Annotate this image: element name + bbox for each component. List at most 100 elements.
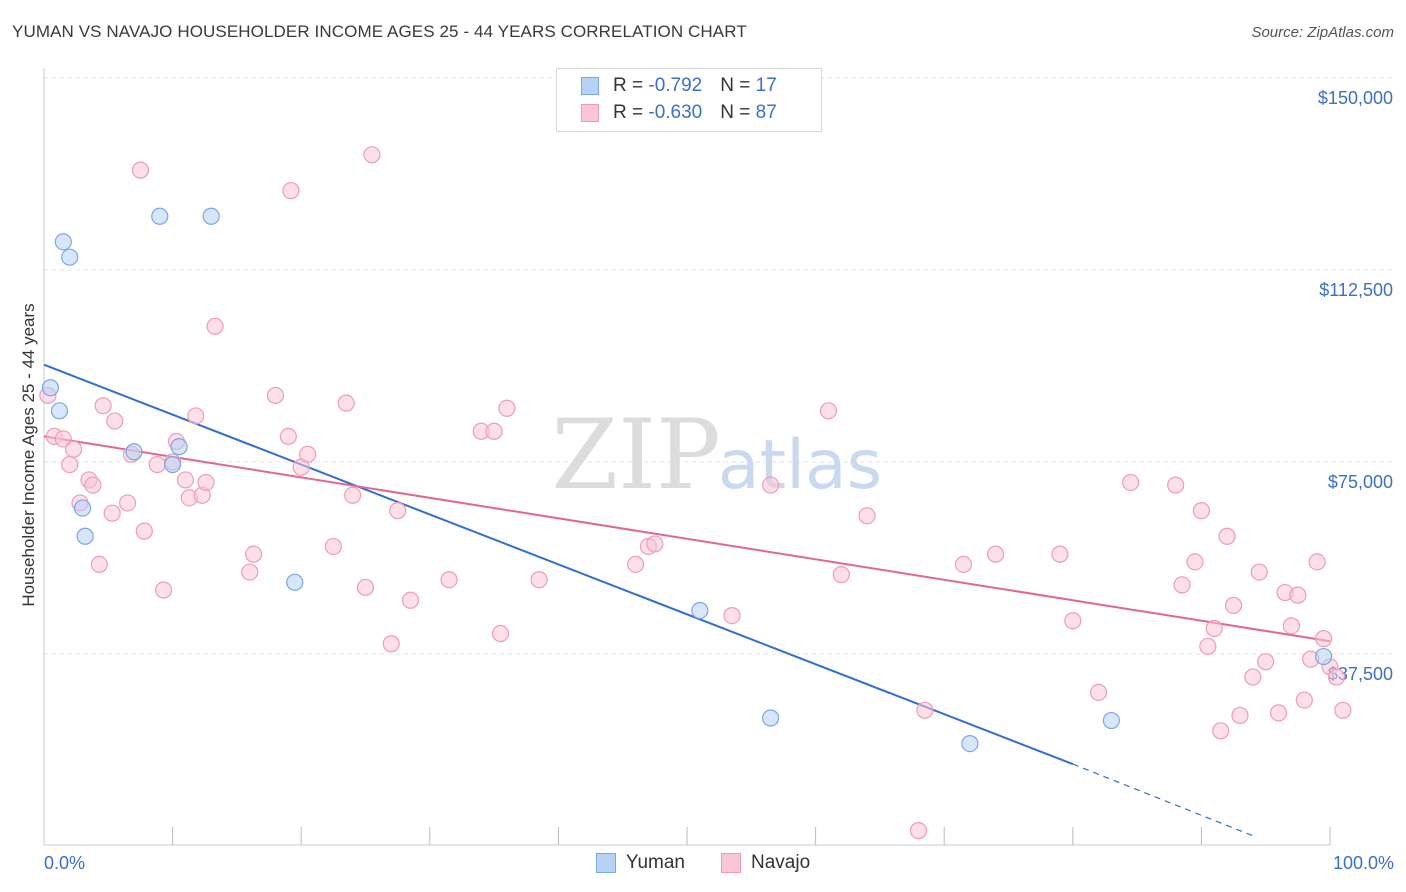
point-navajo [1186, 553, 1204, 571]
x-tick-label-min: 0.0% [44, 853, 85, 873]
point-yuman [286, 573, 304, 591]
point-navajo [626, 555, 645, 574]
legend-key-navajo [721, 853, 741, 873]
point-yuman [73, 499, 92, 517]
point-navajo [1289, 586, 1307, 604]
point-yuman [76, 527, 94, 545]
legend-row-yuman: R = -0.792 N = 17 [581, 74, 777, 98]
point-navajo [954, 555, 973, 574]
legend-key-yuman [595, 853, 616, 873]
point-navajo [94, 397, 112, 415]
point-yuman [50, 402, 69, 420]
point-navajo [1218, 527, 1236, 545]
data-points [39, 146, 1352, 840]
point-navajo [299, 445, 317, 463]
point-navajo [485, 422, 503, 440]
legend-item-yuman[interactable]: Yuman [595, 852, 685, 874]
point-navajo [1212, 722, 1230, 740]
point-navajo [1314, 630, 1333, 648]
point-navajo [1250, 563, 1268, 581]
point-navajo [54, 430, 72, 448]
y-tick-label: $75,000 [1328, 472, 1393, 492]
point-navajo [1295, 691, 1313, 709]
point-yuman [961, 734, 979, 753]
point-navajo [440, 571, 458, 589]
point-navajo [1327, 668, 1346, 686]
legend-n-navajo: 87 [755, 102, 777, 123]
point-navajo [1257, 653, 1275, 671]
point-navajo [530, 571, 548, 589]
point-navajo [1173, 576, 1191, 594]
point-navajo [148, 455, 166, 474]
correlation-legend: R = -0.792 N = 17 R = -0.630 N = 87 [556, 68, 822, 132]
trend-line-yuman [43, 363, 1074, 766]
point-navajo [1282, 617, 1301, 635]
point-navajo [1224, 596, 1243, 614]
point-navajo [103, 504, 121, 522]
point-yuman [125, 443, 143, 461]
point-yuman [41, 379, 60, 397]
point-navajo [84, 476, 102, 494]
legend-row-navajo: R = -0.630 N = 87 [581, 101, 777, 125]
watermark: ZIP atlas [551, 399, 882, 511]
point-navajo [356, 578, 375, 597]
point-navajo [1051, 545, 1069, 563]
point-navajo [382, 635, 400, 653]
point-navajo [1231, 706, 1249, 725]
point-yuman [1102, 711, 1120, 730]
point-navajo [324, 537, 342, 556]
point-navajo [197, 473, 215, 492]
point-navajo [1269, 704, 1288, 722]
point-navajo [389, 502, 407, 520]
point-navajo [245, 545, 263, 563]
point-navajo [282, 182, 300, 200]
trend-line-extension-yuman [1072, 763, 1254, 837]
point-navajo [344, 486, 362, 504]
point-navajo [1089, 683, 1108, 702]
point-navajo [761, 476, 780, 494]
point-navajo [154, 581, 173, 599]
legend-swatch-yuman [581, 77, 599, 95]
point-navajo [498, 399, 516, 417]
point-navajo [646, 535, 664, 553]
point-navajo [1334, 701, 1352, 719]
point-navajo [909, 822, 928, 840]
watermark-atlas: atlas [718, 426, 882, 505]
point-navajo [131, 161, 150, 179]
point-yuman [1314, 647, 1333, 666]
point-navajo [135, 522, 153, 540]
point-yuman [170, 438, 188, 456]
point-navajo [187, 407, 205, 425]
point-navajo [819, 402, 838, 420]
point-navajo [1244, 668, 1262, 686]
point-navajo [337, 394, 355, 412]
point-navajo [266, 386, 285, 405]
point-navajo [1064, 612, 1082, 630]
point-yuman [61, 248, 79, 266]
point-yuman [164, 455, 182, 474]
point-yuman [151, 207, 169, 225]
point-navajo [206, 317, 224, 335]
point-navajo [832, 566, 850, 584]
point-navajo [401, 591, 420, 609]
y-tick-label: $150,000 [1318, 88, 1393, 108]
point-navajo [723, 606, 741, 625]
point-navajo [858, 507, 876, 525]
y-tick-label: $112,500 [1319, 280, 1393, 300]
axes [43, 68, 1331, 846]
point-navajo [1205, 619, 1223, 638]
point-navajo [1122, 473, 1140, 492]
point-navajo [241, 563, 259, 581]
point-navajo [176, 471, 195, 489]
legend-label-yuman: Yuman [625, 852, 685, 873]
point-navajo [106, 412, 124, 430]
point-navajo [491, 624, 510, 643]
point-yuman [54, 233, 72, 251]
point-navajo [1308, 553, 1326, 571]
trend-lines [43, 363, 1331, 837]
legend-item-navajo[interactable]: Navajo [721, 852, 810, 874]
chart-source: Source: ZipAtlas.com [1251, 24, 1394, 41]
legend-swatch-navajo [581, 104, 599, 122]
point-navajo [1192, 502, 1211, 520]
